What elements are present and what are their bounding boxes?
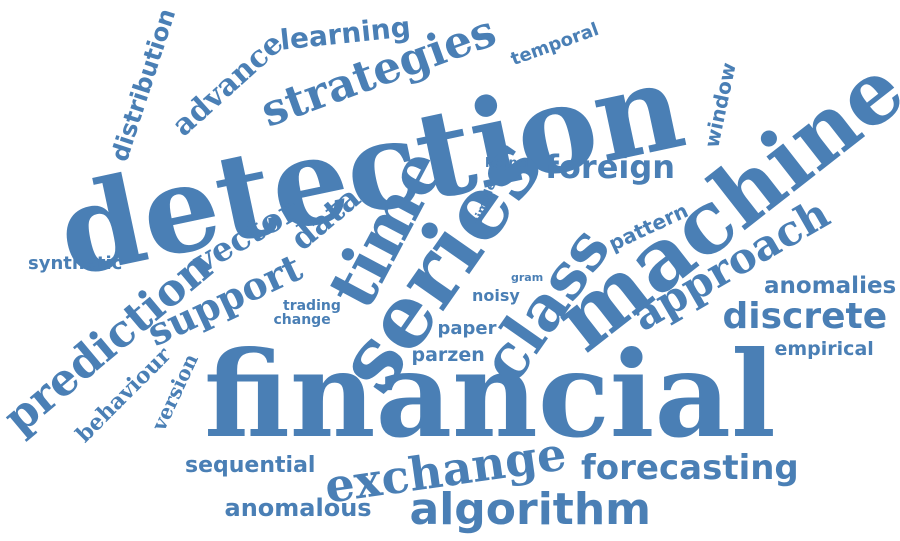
word-sequential: sequential bbox=[185, 453, 316, 478]
word-synthetic: synthetic bbox=[28, 253, 123, 274]
word-algorithm: algorithm bbox=[409, 484, 651, 535]
word-empirical: empirical bbox=[774, 337, 874, 360]
word-forecasting: forecasting bbox=[581, 448, 799, 488]
word-change: change bbox=[273, 312, 331, 328]
word-foreign: foreign bbox=[545, 148, 676, 186]
word-discrete: discrete bbox=[722, 296, 888, 337]
word-parzen: parzen bbox=[411, 343, 485, 366]
word-kernel: kernel bbox=[485, 155, 532, 171]
word-anomalies: anomalies bbox=[764, 272, 897, 299]
word-paper: paper bbox=[437, 318, 497, 339]
word-anomalous: anomalous bbox=[224, 494, 372, 522]
word-noisy: noisy bbox=[472, 286, 520, 305]
word-gram: gram bbox=[511, 270, 544, 284]
word-trading: trading bbox=[283, 298, 341, 314]
word-financial: financial bbox=[204, 325, 776, 464]
